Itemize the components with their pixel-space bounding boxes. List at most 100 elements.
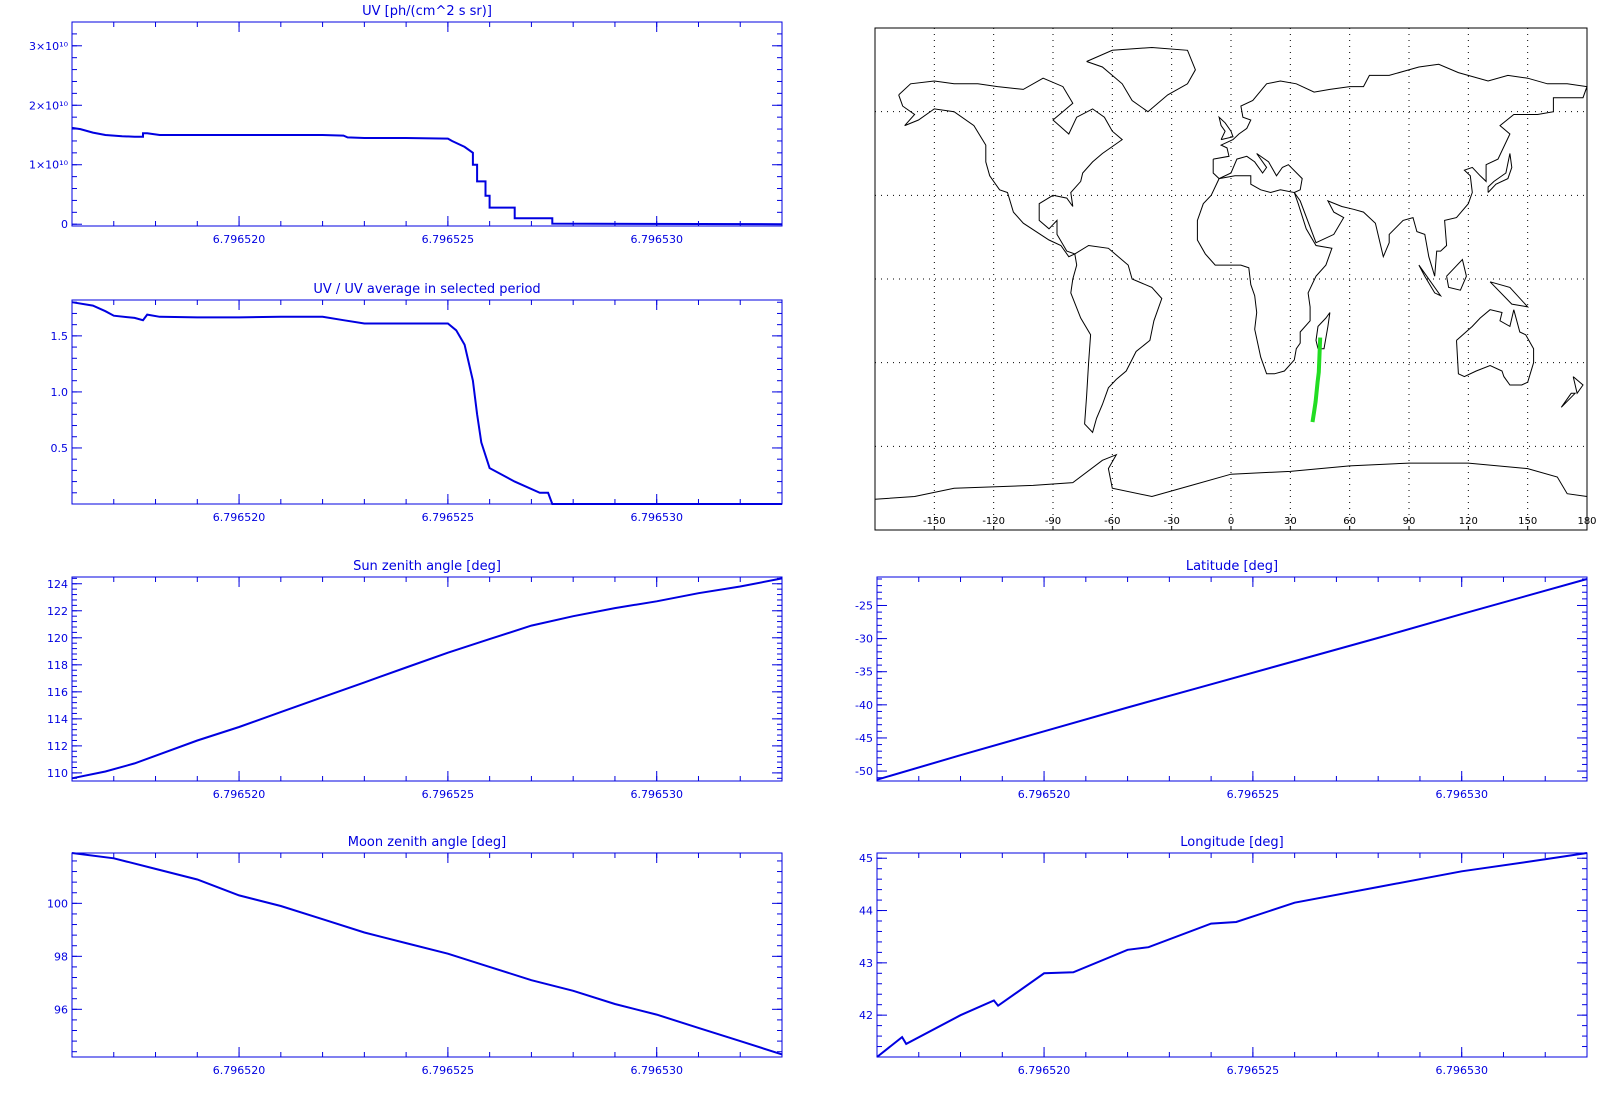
y-tick-label: 112: [47, 740, 68, 753]
x-tick-label: 6.796525: [422, 1064, 475, 1077]
x-tick-label: 6.796520: [213, 1064, 266, 1077]
coastline: [1572, 376, 1584, 395]
map-tick-label: -150: [923, 516, 946, 527]
y-tick-label: -50: [855, 765, 873, 778]
series-line: [71, 577, 783, 780]
x-tick-label: 6.796525: [422, 511, 475, 524]
map-tick-label: -30: [1163, 516, 1179, 527]
plot-frame: [876, 576, 1588, 782]
y-tick-label: -40: [855, 699, 873, 712]
x-tick-label: 6.796525: [422, 788, 475, 801]
chart-title: Moon zenith angle [deg]: [348, 835, 506, 850]
y-tick-label: 124: [47, 578, 68, 591]
series-line: [876, 578, 1588, 781]
map-tick-label: 0: [1228, 516, 1234, 527]
coastline: [1196, 175, 1333, 375]
series-line: [71, 126, 783, 226]
y-tick-label: 42: [859, 1009, 873, 1022]
x-tick-label: 6.796520: [213, 788, 266, 801]
y-tick-label: 43: [859, 957, 873, 970]
series-line: [71, 301, 782, 505]
x-tick-label: 6.796530: [630, 788, 683, 801]
x-tick-label: 6.796530: [630, 233, 683, 246]
x-tick-label: 6.796520: [1018, 1064, 1071, 1077]
coastline: [1086, 46, 1196, 113]
y-tick-label: 122: [47, 605, 68, 618]
plot-frame: [71, 852, 783, 1058]
chart-uv: UV [ph/(cm^2 s sr)] 6.796520 6.796525 6.79…: [29, 4, 783, 246]
y-tick-label: 110: [47, 767, 68, 780]
y-tick-label: 116: [47, 686, 68, 699]
x-tick-label: 6.796525: [1227, 1064, 1280, 1077]
y-tick-label: 1.5: [51, 330, 69, 343]
y-tick-label: 1.0: [51, 386, 69, 399]
y-tick-label: 44: [859, 905, 873, 918]
map-tick-label: 150: [1518, 516, 1537, 527]
map-tick-label: 60: [1343, 516, 1356, 527]
y-tick-label: 0: [61, 218, 68, 231]
y-tick-label: 3×10¹⁰: [29, 40, 69, 53]
map-tick-label: 180: [1577, 516, 1596, 527]
y-tick-label: 1×10¹⁰: [29, 159, 69, 172]
plot-frame: [71, 21, 783, 227]
y-tick-label: 0.5: [51, 442, 69, 455]
coastline: [1315, 312, 1331, 350]
coastline: [1418, 264, 1443, 297]
chart-longitude: Longitude [deg] 6.796520 6.796525 6.796530…: [859, 835, 1588, 1077]
map-frame: [874, 27, 1588, 531]
y-tick-label: 114: [47, 713, 68, 726]
coastline: [1212, 63, 1588, 277]
y-tick-label: -35: [855, 666, 873, 679]
chart-title: Sun zenith angle [deg]: [353, 559, 501, 574]
x-tick-label: 6.796520: [213, 511, 266, 524]
y-tick-label: -45: [855, 732, 873, 745]
coastline: [1487, 153, 1513, 193]
x-tick-label: 6.796530: [630, 1064, 683, 1077]
y-tick-label: 120: [47, 632, 68, 645]
plot-frame: [71, 576, 783, 782]
x-tick-label: 6.796530: [1435, 1064, 1488, 1077]
coastline: [1456, 309, 1535, 386]
chart-latitude: Latitude [deg] 6.796520 6.796525 6.796530 -…: [855, 559, 1588, 801]
x-tick-label: 6.796525: [422, 233, 475, 246]
coastline: [1560, 392, 1577, 408]
map-tick-label: -60: [1104, 516, 1120, 527]
coastline: [874, 453, 1588, 500]
coastline: [1489, 281, 1530, 308]
chart-sun-zenith: Sun zenith angle [deg] 6.796520 6.796525 6…: [47, 559, 783, 801]
chart-title: Longitude [deg]: [1180, 835, 1283, 850]
y-tick-label: -30: [855, 633, 873, 646]
plot-frame: [876, 852, 1588, 1058]
y-tick-label: 96: [54, 1003, 68, 1016]
map-tick-label: 120: [1459, 516, 1478, 527]
chart-uv-ratio: UV / UV average in selected period 6.796…: [51, 282, 783, 524]
chart-title: Latitude [deg]: [1186, 559, 1278, 574]
chart-title: UV / UV average in selected period: [313, 282, 540, 297]
coastline: [1218, 115, 1234, 141]
x-tick-label: 6.796530: [630, 511, 683, 524]
series-line: [876, 852, 1588, 1058]
satellite-track: [1310, 337, 1323, 423]
map-tick-label: 90: [1403, 516, 1416, 527]
map-tick-label: 30: [1284, 516, 1297, 527]
coastline: [898, 77, 1124, 258]
map-tick-label: -90: [1045, 516, 1061, 527]
y-tick-label: -25: [855, 599, 873, 612]
y-tick-label: 100: [47, 897, 68, 910]
coastline: [1070, 244, 1163, 434]
y-tick-label: 98: [54, 950, 68, 963]
x-tick-label: 6.796520: [1018, 788, 1071, 801]
chart-moon-zenith: Moon zenith angle [deg] 6.796520 6.796525…: [47, 835, 783, 1077]
y-tick-label: 118: [47, 659, 68, 672]
world-map: -150 -120 -90 -60 -30 0 30 60 90 120 150 180: [874, 27, 1597, 531]
y-tick-label: 45: [859, 852, 873, 865]
x-tick-label: 6.796525: [1227, 788, 1280, 801]
plot-frame: [71, 299, 783, 505]
y-tick-label: 2×10¹⁰: [29, 99, 69, 112]
x-tick-label: 6.796530: [1435, 788, 1488, 801]
map-tick-label: -120: [982, 516, 1005, 527]
chart-title: UV [ph/(cm^2 s sr)]: [362, 4, 492, 19]
series-line: [71, 852, 783, 1056]
x-tick-label: 6.796520: [213, 233, 266, 246]
